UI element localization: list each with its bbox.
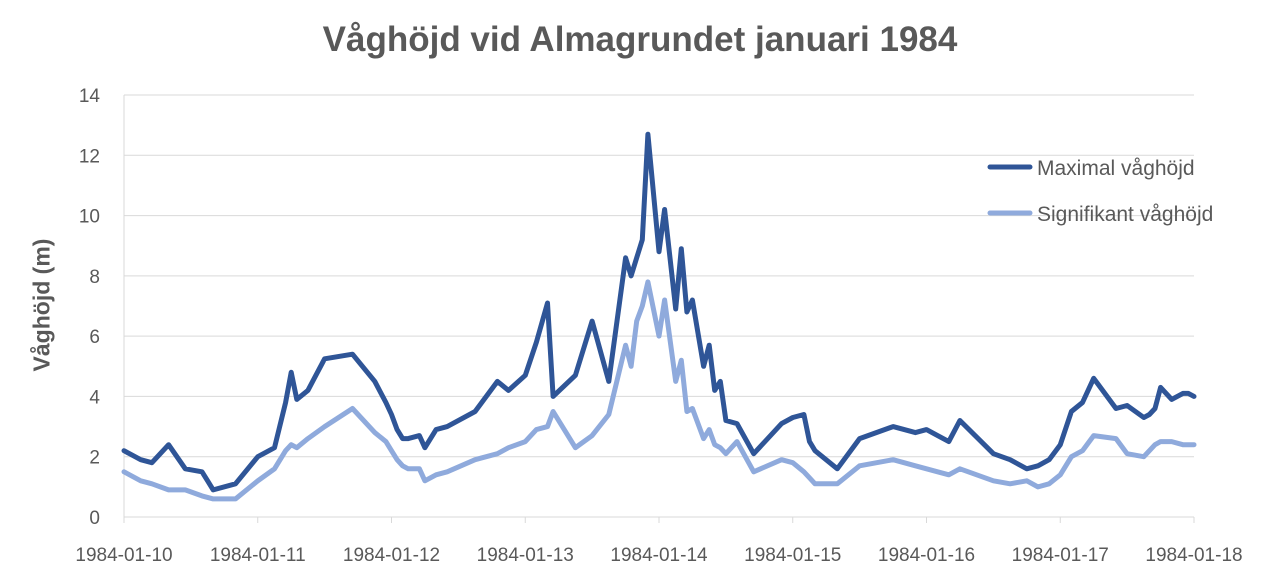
x-tick-label: 1984-01-15 [744,545,841,566]
y-tick-label: 10 [79,207,100,228]
x-tick-label: 1984-01-14 [610,545,708,566]
series-line-significant [121,279,1197,502]
x-tick-label: 1984-01-12 [343,545,440,566]
legend-label: Maximal våghöjd [1037,157,1195,180]
y-tick-label: 12 [79,146,100,167]
legend-label: Signifikant våghöjd [1037,203,1213,226]
series-line-maximal [121,131,1197,493]
x-tick-label: 1984-01-18 [1145,545,1242,566]
y-tick-label: 0 [89,508,100,529]
y-tick-label: 2 [89,448,100,469]
y-tick-label: 6 [89,327,100,348]
x-tick-label: 1984-01-10 [75,545,172,566]
x-tick-label: 1984-01-16 [878,545,975,566]
x-tick-label: 1984-01-11 [210,545,306,566]
chart-title: Våghöjd vid Almagrundet januari 1984 [322,20,958,59]
y-tick-label: 14 [79,86,101,107]
y-tick-label: 8 [89,267,100,288]
x-tick-label: 1984-01-13 [477,545,574,566]
y-tick-label: 4 [89,387,100,408]
x-tick-label: 1984-01-17 [1012,545,1109,566]
